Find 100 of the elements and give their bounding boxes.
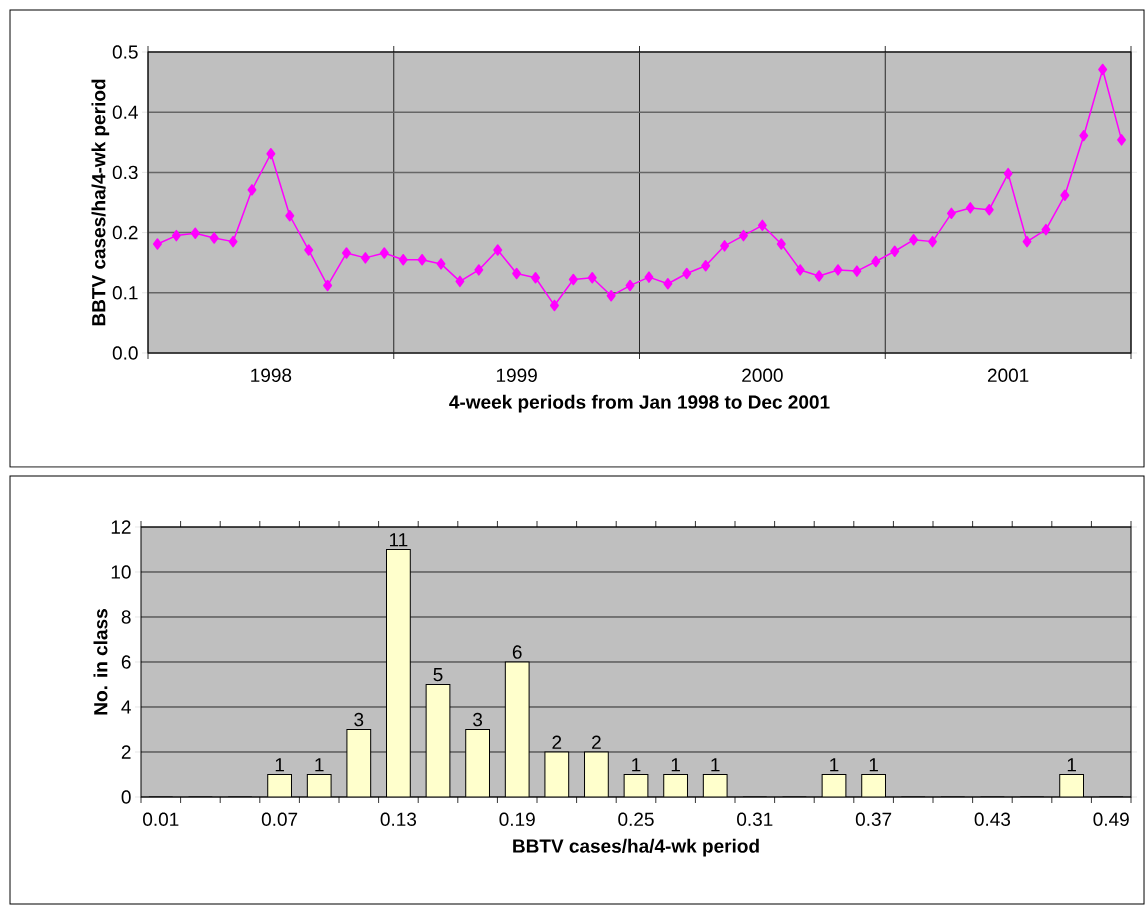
point — [285, 209, 295, 222]
x-tick-label: 0.13 — [380, 812, 417, 826]
point — [455, 275, 465, 288]
point — [795, 264, 805, 276]
point — [247, 184, 257, 196]
y-tick-label: 0.2 — [112, 225, 138, 240]
point — [512, 267, 522, 280]
data-label: 1 — [671, 758, 680, 772]
x-tick-label: 0.07 — [261, 812, 298, 826]
point — [890, 245, 900, 258]
data-label: 1 — [869, 758, 878, 772]
point — [1022, 235, 1032, 248]
point — [228, 235, 238, 248]
x-tick-label: 0.25 — [618, 812, 654, 826]
y-tick-label: 0 — [121, 790, 131, 804]
bar — [1059, 774, 1084, 797]
y-tick-label: 8 — [121, 610, 131, 624]
point — [568, 273, 578, 286]
point — [379, 247, 389, 259]
point — [606, 290, 616, 302]
point — [587, 272, 597, 284]
point — [493, 244, 503, 256]
y-axis-title: No. in class — [93, 609, 108, 715]
data-label: 1 — [830, 758, 839, 772]
point — [436, 258, 446, 270]
x-tick-label: 0.19 — [499, 812, 535, 826]
point — [266, 147, 276, 160]
data-label: 2 — [592, 735, 601, 749]
point — [946, 207, 956, 220]
point — [965, 202, 975, 214]
y-tick-label: 2 — [121, 745, 131, 759]
x-tick-label: 2000 — [742, 368, 783, 382]
point — [1060, 189, 1070, 202]
y-tick-label: 6 — [121, 655, 131, 669]
bar — [386, 549, 411, 797]
x-tick-label: 0.31 — [737, 812, 773, 826]
point — [417, 253, 427, 266]
bar — [267, 774, 292, 797]
bar — [425, 684, 451, 797]
y-tick-label: 0.3 — [112, 165, 138, 180]
x-tick-label: 0.49 — [1093, 812, 1129, 826]
y-tick-label: 10 — [111, 565, 131, 579]
point — [190, 227, 200, 239]
point — [1117, 134, 1127, 146]
bar — [861, 774, 886, 797]
point — [833, 264, 843, 276]
point — [1003, 167, 1013, 180]
point — [531, 272, 541, 284]
point — [360, 252, 370, 264]
point — [701, 259, 711, 272]
data-label: 3 — [473, 712, 483, 727]
point — [304, 244, 314, 256]
x-axis-title: BBTV cases/ha/4-wk period — [513, 838, 759, 857]
x-tick-label: 1998 — [251, 368, 292, 382]
point — [776, 238, 786, 250]
point — [663, 278, 673, 290]
point — [323, 279, 333, 292]
x-tick-label: 2001 — [987, 368, 1029, 382]
point — [852, 265, 862, 277]
point — [1041, 223, 1051, 236]
data-label: 5 — [433, 668, 443, 682]
bar — [663, 774, 688, 797]
bar — [465, 729, 490, 797]
x-tick-label: 0.43 — [974, 812, 1011, 826]
x-tick-label: 0.37 — [855, 812, 892, 826]
data-label: 11 — [389, 533, 408, 547]
y-tick-label: 12 — [111, 520, 131, 534]
y-tick-label: 4 — [121, 700, 131, 714]
data-label: 1 — [315, 758, 324, 772]
y-tick-label: 0.5 — [112, 45, 138, 59]
point — [738, 229, 748, 242]
point — [152, 238, 162, 250]
data-label: 2 — [552, 735, 562, 749]
x-tick-label: 1999 — [496, 368, 537, 382]
point — [909, 234, 919, 246]
y-tick-label: 0.0 — [112, 346, 138, 360]
point — [1079, 129, 1089, 142]
point — [984, 203, 994, 216]
point — [682, 267, 692, 280]
point — [814, 270, 824, 282]
data-label: 1 — [711, 758, 720, 772]
x-tick-label: 0.01 — [143, 812, 179, 826]
x-axis-title: 4-week periods from Jan 1998 to Dec 2001 — [449, 394, 830, 413]
point — [342, 247, 351, 259]
bar — [504, 661, 530, 797]
point — [871, 255, 881, 268]
bar — [584, 751, 609, 797]
data-label: 3 — [354, 712, 364, 727]
y-axis-title: BBTV cases/ha/4-wk period — [91, 79, 110, 326]
point — [549, 299, 559, 312]
point — [720, 240, 730, 252]
bar — [346, 729, 372, 797]
point — [928, 235, 938, 248]
data-label: 1 — [1067, 758, 1076, 772]
data-label: 6 — [512, 645, 522, 659]
point — [644, 271, 654, 283]
point — [171, 229, 181, 242]
data-label: 1 — [275, 758, 284, 772]
point — [757, 219, 767, 232]
y-tick-label: 0.4 — [112, 105, 138, 119]
